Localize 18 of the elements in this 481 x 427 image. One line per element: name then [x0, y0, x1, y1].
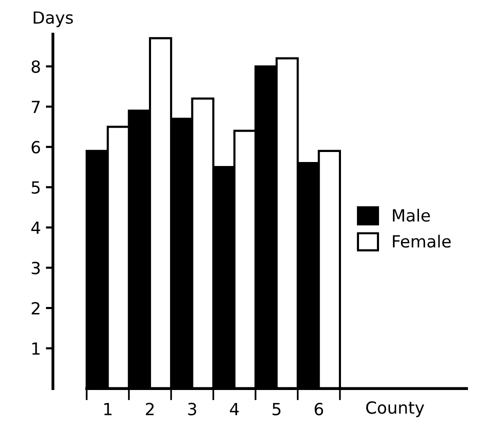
legend-label: Female	[392, 234, 451, 248]
x-tick-label: 3	[188, 402, 196, 416]
y-tick-label: 3	[32, 262, 40, 274]
y-tick-label: 4	[31, 222, 40, 234]
y-axis-title: Days	[34, 11, 73, 28]
y-tick-label: 5	[32, 181, 40, 194]
y-tick-label: 6	[32, 140, 40, 154]
y-tick-label: 7	[32, 100, 40, 113]
legend-label: Male	[392, 208, 430, 222]
x-tick-label: 1	[104, 402, 112, 416]
y-tick-label: 2	[32, 302, 40, 314]
y-tick-label: 1	[32, 342, 40, 355]
x-tick-label: 5	[272, 402, 280, 416]
x-tick-label: 2	[146, 402, 154, 416]
x-tick-label: 4	[230, 402, 239, 416]
x-tick-label: 6	[314, 402, 324, 416]
x-axis-title: County	[366, 401, 424, 418]
y-tick-label: 8	[32, 60, 40, 73]
